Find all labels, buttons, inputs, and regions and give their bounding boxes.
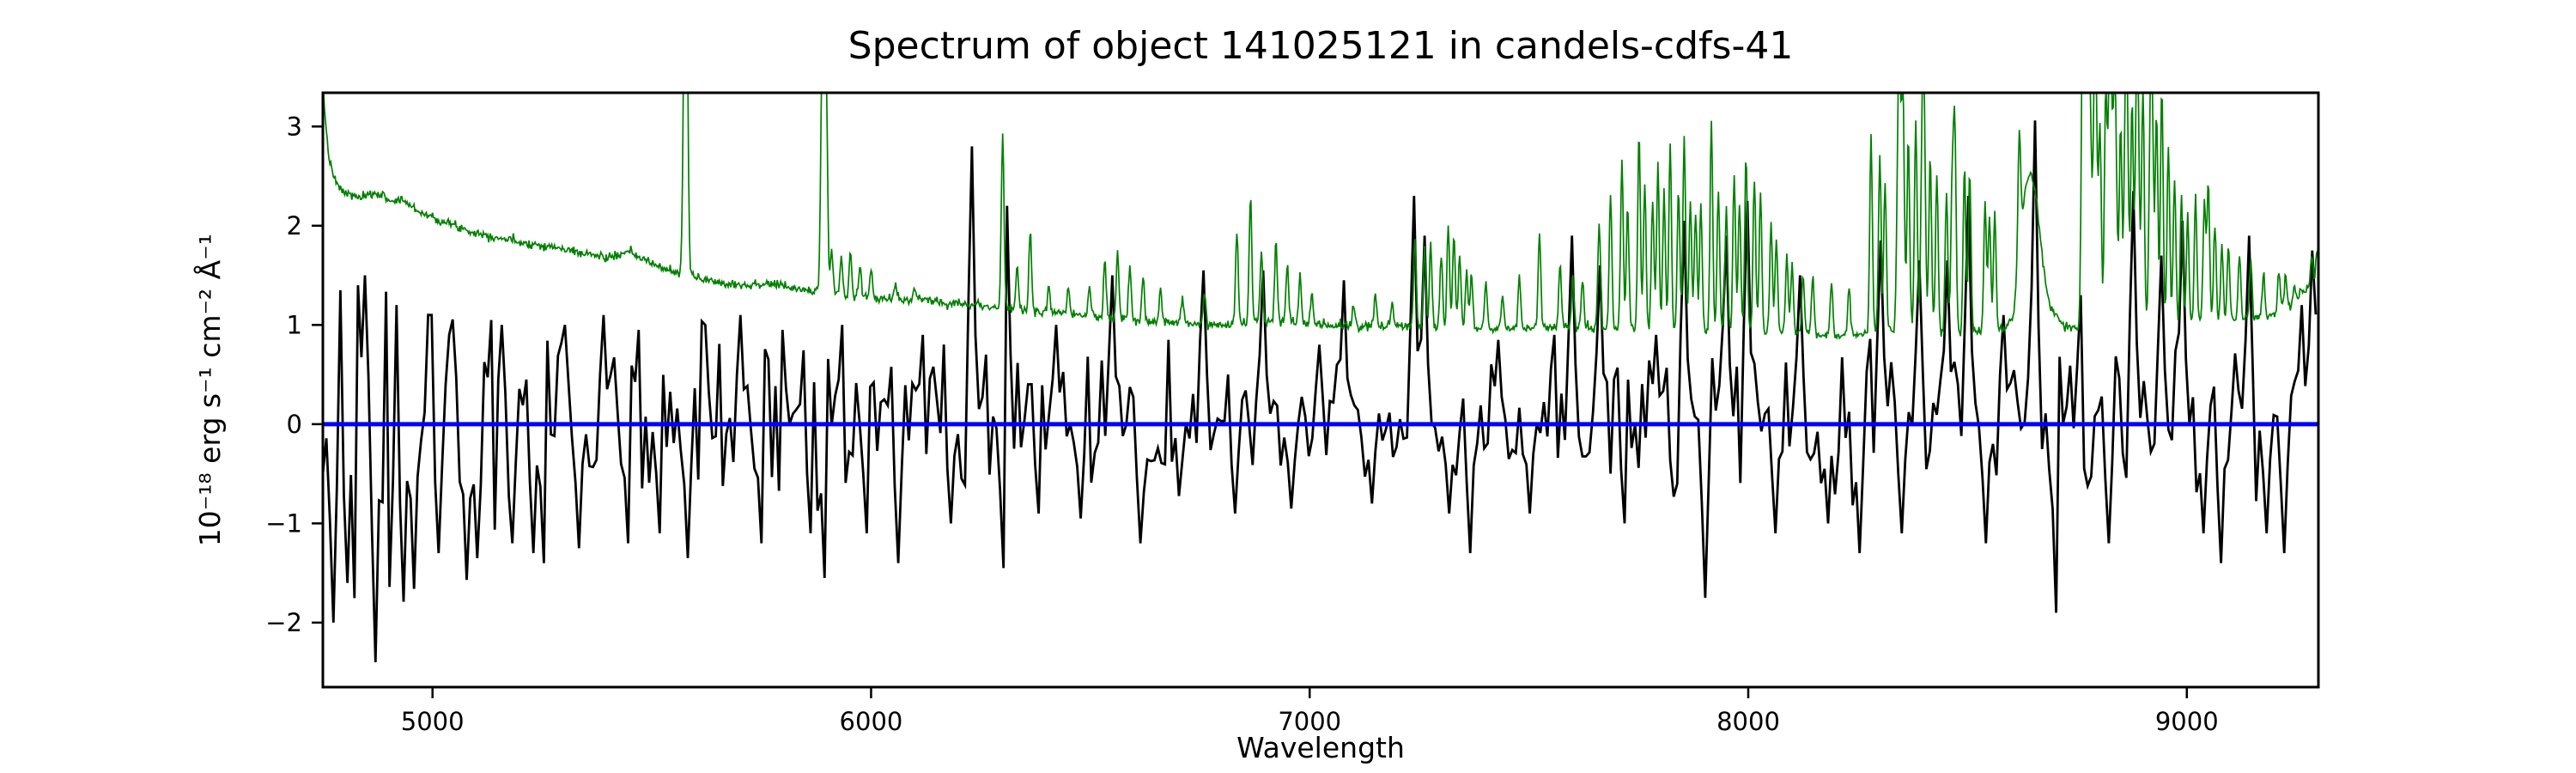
y-tick-label: −1	[265, 508, 302, 538]
x-tick-label: 6000	[840, 707, 903, 736]
x-tick-label: 7000	[1278, 707, 1341, 736]
plot-frame	[321, 91, 2320, 689]
y-tick-label: −2	[265, 608, 302, 637]
flux-series-line	[323, 120, 2318, 663]
y-tick-label: 0	[287, 410, 302, 439]
y-tick-label: 2	[287, 211, 302, 240]
x-tick-label: 5000	[401, 707, 465, 736]
y-tick-label: 1	[287, 310, 302, 339]
y-axis-label: 10⁻¹⁸ erg s⁻¹ cm⁻² Å⁻¹	[192, 234, 227, 547]
chart-title: Spectrum of object 141025121 in candels-…	[848, 24, 1794, 68]
x-tick-label: 9000	[2155, 707, 2219, 736]
noise-series-line	[323, 93, 2318, 340]
y-tick-label: 3	[287, 112, 302, 141]
x-axis-label: Wavelength	[1236, 731, 1405, 764]
x-tick-label: 8000	[1716, 707, 1780, 736]
